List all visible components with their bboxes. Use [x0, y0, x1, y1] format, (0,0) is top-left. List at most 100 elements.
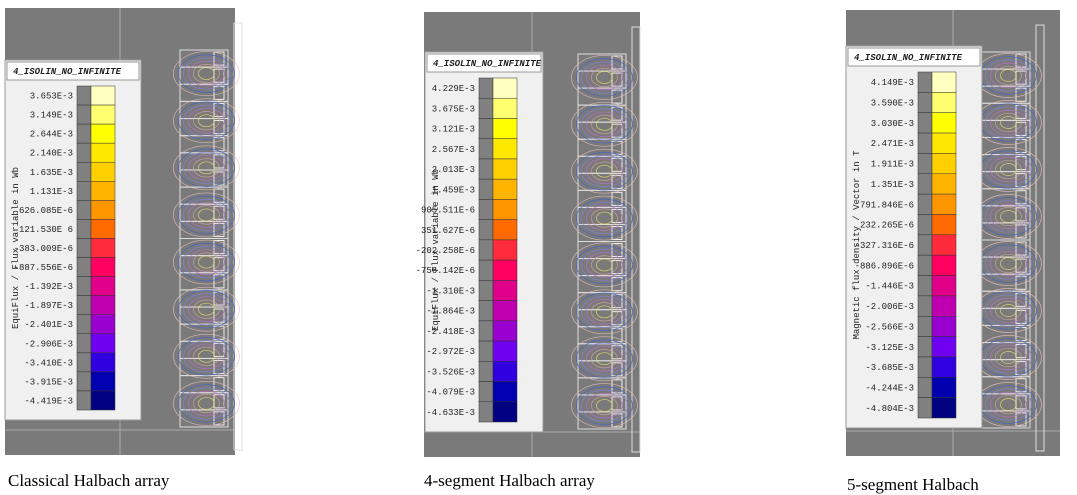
flux-contour: [581, 342, 628, 375]
level-label: -4.633E-3: [426, 408, 475, 418]
quantity-label: EquiFlux / Flux variable in Wb: [11, 167, 21, 329]
legend-grey: [76, 333, 92, 354]
legend-swatch: [90, 238, 116, 258]
level-label: -4.804E-3: [865, 404, 914, 414]
flux-contour: [591, 67, 618, 87]
caption: Classical Halbach array: [8, 471, 170, 490]
flux-contour: [571, 55, 638, 100]
flux-contour: [576, 105, 633, 144]
legend-grey: [478, 280, 494, 301]
flux-contour: [581, 155, 628, 188]
legend-swatch: [90, 219, 116, 239]
level-label: 1.131E-3: [30, 187, 73, 197]
level-label: -2.418E-3: [426, 327, 475, 337]
flux-contour: [576, 386, 633, 425]
legend-grey: [917, 71, 933, 93]
flux-contour: [178, 101, 235, 140]
quantity-label: EquiFlux / Flux variable in Wb: [431, 169, 441, 331]
magnet-slot: [1015, 104, 1027, 119]
flux-contour: [576, 292, 633, 331]
flux-contour: [596, 164, 613, 178]
caption: 5-segment Halbach: [847, 475, 979, 494]
legend-swatch: [90, 371, 116, 392]
flux-contour: [173, 98, 240, 144]
flux-contour: [193, 299, 220, 319]
flux-contour: [586, 345, 623, 372]
flux-contour: [188, 249, 225, 275]
flux-contour: [178, 148, 235, 187]
flux-contour: [1000, 351, 1017, 364]
flux-contour: [178, 290, 235, 329]
legend-grey: [76, 181, 92, 201]
legend-grey: [917, 377, 933, 398]
flux-contour: [596, 117, 613, 131]
legend-grey: [76, 352, 92, 373]
flux-contour: [173, 333, 240, 379]
flux-contour: [985, 106, 1032, 139]
flux-contour: [990, 62, 1027, 89]
level-label: 3.675E-3: [432, 104, 475, 114]
legend-grey: [478, 77, 494, 99]
quantity-label: Magnetic flux density / Vector in T: [852, 150, 862, 340]
flux-contour: [985, 200, 1032, 233]
flux-contour: [571, 336, 638, 382]
flux-contour: [985, 247, 1032, 280]
magnet-slot: [611, 89, 623, 104]
legend-grey: [917, 315, 933, 337]
legend-grey: [917, 92, 933, 113]
legend-grey: [917, 234, 933, 256]
flux-contour: [193, 393, 220, 413]
legend-swatch: [90, 142, 116, 163]
legend-grey: [76, 142, 92, 163]
magnet-slot: [611, 379, 623, 394]
flux-contour: [183, 198, 230, 231]
flux-contour: [985, 153, 1032, 186]
flux-contour: [985, 341, 1032, 374]
flux-contour: [596, 258, 613, 272]
flux-contour: [188, 155, 225, 181]
legend-grey: [76, 314, 92, 335]
legend-title: 4_ISOLIN_NO_INFINITE: [433, 59, 542, 69]
flux-contour: [183, 293, 230, 326]
level-label: -4.079E-3: [426, 388, 475, 398]
legend-grey: [478, 178, 494, 200]
legend-swatch: [492, 361, 518, 382]
flux-contour: [183, 104, 230, 137]
flux-contour: [188, 296, 225, 322]
level-label: 4.149E-3: [871, 78, 914, 88]
legend-grey: [76, 219, 92, 239]
level-label: -887.556E-6: [14, 263, 73, 273]
legend-grey: [478, 199, 494, 220]
magnet-slot: [1015, 292, 1027, 307]
legend-grey: [76, 161, 92, 182]
flux-contour: [985, 59, 1032, 92]
level-label: -886.896E-6: [855, 261, 914, 271]
magnet-slot: [213, 291, 225, 306]
legend-swatch: [90, 295, 116, 315]
level-label: -756.142E-6: [416, 266, 475, 276]
legend-grey: [478, 361, 494, 382]
flux-contour: [198, 302, 215, 316]
flux-contour: [188, 390, 225, 417]
legend-swatch: [931, 214, 957, 236]
legend-grey: [478, 138, 494, 160]
flux-contour: [581, 108, 628, 141]
flux-contour: [198, 114, 215, 128]
legend-swatch: [90, 333, 116, 354]
level-label: 2.644E-3: [30, 130, 73, 140]
legend-swatch: [931, 173, 957, 195]
flux-contour: [591, 114, 618, 134]
flux-contour: [581, 248, 628, 281]
magnet-slot: [1015, 361, 1027, 376]
legend-grey: [76, 238, 92, 258]
flux-contour: [990, 203, 1027, 230]
legend-swatch: [492, 158, 518, 180]
flux-contour: [576, 58, 633, 97]
legend-swatch: [492, 118, 518, 139]
flux-contour: [990, 156, 1027, 183]
legend-swatch: [492, 320, 518, 342]
flux-contour: [990, 109, 1027, 136]
legend-swatch: [931, 336, 957, 358]
legend-grey: [917, 275, 933, 297]
magnet-slot: [213, 359, 225, 375]
